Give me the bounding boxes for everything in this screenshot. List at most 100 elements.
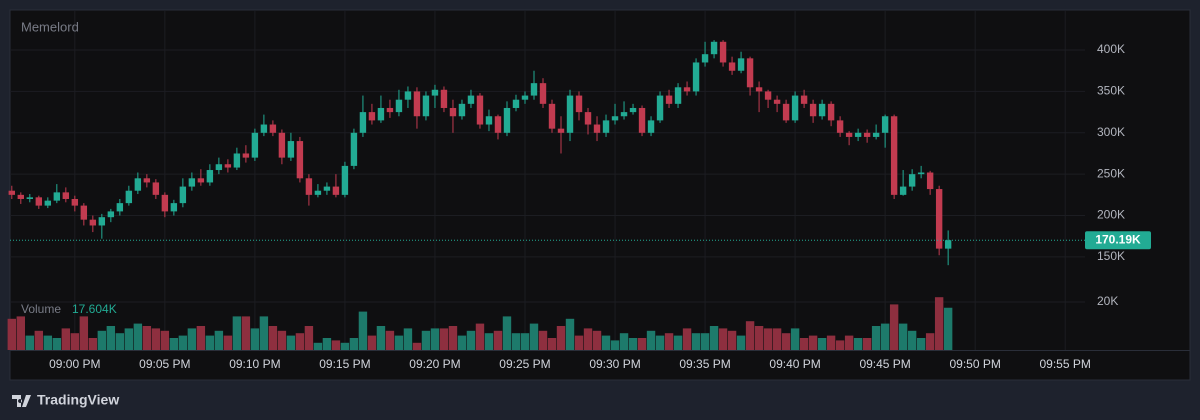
candle-body bbox=[827, 103, 835, 121]
x-tick-label: 09:10 PM bbox=[229, 357, 280, 371]
candle-body bbox=[908, 174, 916, 187]
candle-body bbox=[800, 95, 808, 104]
x-tick-label: 09:50 PM bbox=[949, 357, 1000, 371]
volume-bar bbox=[817, 338, 827, 350]
candle-body bbox=[314, 190, 322, 195]
y-tick-label: 200K bbox=[1097, 208, 1125, 222]
volume-bar bbox=[718, 328, 728, 350]
y-tick-label: 20K bbox=[1097, 294, 1118, 308]
candle-body bbox=[863, 132, 871, 137]
candle-body bbox=[359, 112, 367, 133]
candle-body bbox=[701, 54, 709, 63]
candle-body bbox=[782, 103, 790, 121]
volume-bar bbox=[844, 335, 854, 350]
volume-bar bbox=[808, 335, 818, 350]
volume-bar bbox=[736, 335, 746, 350]
volume-bar bbox=[880, 323, 890, 350]
volume-bar bbox=[871, 326, 881, 350]
volume-bar bbox=[637, 338, 647, 350]
volume-bar bbox=[502, 316, 512, 350]
candle-body bbox=[404, 91, 412, 100]
candle-body bbox=[125, 190, 133, 204]
candle-body bbox=[629, 107, 637, 113]
volume-bar bbox=[619, 333, 629, 350]
x-tick-label: 09:15 PM bbox=[319, 357, 370, 371]
chart-title: Memelord bbox=[21, 19, 79, 34]
candle-body bbox=[872, 132, 880, 137]
candle-body bbox=[224, 164, 232, 168]
candle-body bbox=[764, 91, 772, 100]
volume-bar bbox=[430, 328, 440, 350]
candle-body bbox=[467, 95, 475, 104]
candle-body bbox=[395, 99, 403, 113]
candle-body bbox=[647, 120, 655, 133]
volume-bar bbox=[169, 338, 179, 350]
candle-body bbox=[413, 91, 421, 117]
volume-bar bbox=[934, 297, 944, 350]
volume-bar bbox=[403, 328, 413, 350]
volume-bar bbox=[358, 311, 368, 350]
candle-body bbox=[809, 103, 817, 117]
y-tick-label: 300K bbox=[1097, 125, 1125, 139]
y-tick-label: 250K bbox=[1097, 166, 1125, 180]
volume-bar bbox=[664, 333, 674, 350]
candle-body bbox=[323, 186, 331, 191]
candle-body bbox=[206, 170, 214, 183]
candle-body bbox=[17, 194, 25, 199]
volume-bar bbox=[826, 335, 836, 350]
volume-bar bbox=[628, 338, 638, 350]
candle-body bbox=[233, 153, 241, 168]
candle-body bbox=[62, 192, 70, 199]
x-tick-label: 09:35 PM bbox=[679, 357, 730, 371]
candle-body bbox=[512, 99, 520, 108]
candle-body bbox=[296, 141, 304, 179]
candle-body bbox=[899, 186, 907, 195]
candle-body bbox=[260, 124, 268, 133]
tradingview-logo[interactable]: TradingView bbox=[12, 392, 119, 408]
volume-bar bbox=[466, 330, 476, 350]
volume-bar bbox=[52, 338, 62, 350]
volume-bar bbox=[511, 333, 521, 350]
candle-body bbox=[386, 107, 394, 113]
brand-name[interactable]: TradingView bbox=[37, 392, 119, 408]
volume-bar bbox=[250, 328, 260, 350]
last-price-tag bbox=[1085, 231, 1151, 250]
volume-bar bbox=[151, 328, 161, 350]
candle-body bbox=[269, 124, 277, 133]
volume-bar bbox=[223, 335, 233, 350]
candle-body bbox=[449, 107, 457, 117]
grid bbox=[10, 11, 1085, 350]
volume-bar bbox=[457, 335, 467, 350]
candle-body bbox=[683, 87, 691, 92]
volume-bar bbox=[115, 333, 125, 350]
volume-bar bbox=[700, 333, 710, 350]
volume-bar bbox=[241, 316, 251, 350]
volume-bar bbox=[898, 323, 908, 350]
logo-icon bbox=[12, 395, 31, 407]
volume-bar bbox=[232, 316, 242, 350]
candle-body bbox=[107, 211, 115, 218]
volume-bar bbox=[556, 326, 566, 350]
volume-bar bbox=[745, 321, 755, 350]
volume-bar bbox=[97, 330, 107, 350]
candle-body bbox=[836, 120, 844, 133]
x-tick-label: 09:40 PM bbox=[769, 357, 820, 371]
candle-body bbox=[170, 203, 178, 212]
volume-bar bbox=[781, 333, 791, 350]
volume-bar bbox=[376, 326, 386, 350]
candle-body bbox=[845, 132, 853, 137]
volume-bar bbox=[754, 326, 764, 350]
volume-bar bbox=[340, 342, 350, 350]
candle-body bbox=[53, 192, 61, 201]
volume-bar bbox=[592, 330, 602, 350]
candle-body bbox=[134, 178, 142, 191]
candle-body bbox=[854, 132, 862, 137]
volume-bar bbox=[277, 330, 287, 350]
volume-bar bbox=[565, 318, 575, 350]
volume-bar bbox=[385, 330, 395, 350]
volume-bar bbox=[727, 330, 737, 350]
volume-bar bbox=[16, 316, 26, 350]
volume-bar bbox=[331, 340, 341, 350]
volume-bar bbox=[106, 326, 116, 350]
volume-bar bbox=[160, 330, 170, 350]
